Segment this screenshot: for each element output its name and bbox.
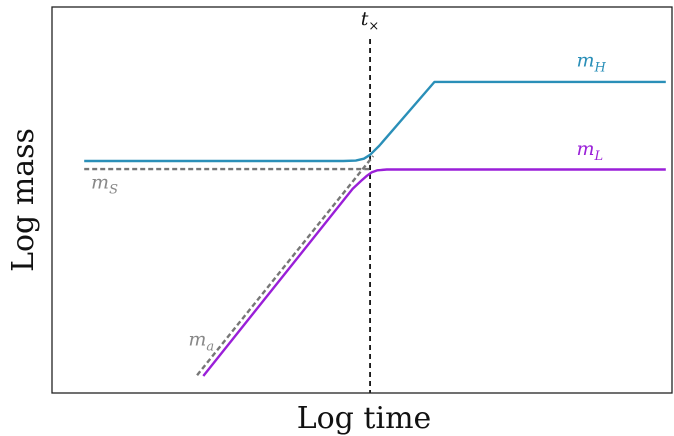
series-line-m-h xyxy=(84,80,666,163)
annotation-subscript: L xyxy=(594,149,604,164)
annotation-base: m xyxy=(91,171,109,193)
y-axis-label: Log mass xyxy=(6,128,41,272)
annotation-subscript: H xyxy=(594,60,607,75)
annotation-base: t xyxy=(361,8,369,30)
annotation-base: m xyxy=(188,329,206,351)
annotation-label-m-l: mL xyxy=(577,138,604,164)
annotation-label-m-h: mH xyxy=(577,49,607,75)
annotation-subscript: × xyxy=(368,19,379,34)
series-line-m-l xyxy=(202,168,666,377)
annotation-label-m-a: ma xyxy=(188,329,214,355)
annotation-label-m-s: mS xyxy=(91,171,118,197)
axes-frame xyxy=(51,6,673,394)
x-axis-label: Log time xyxy=(297,401,432,436)
annotation-subscript: S xyxy=(109,182,118,197)
annotation-subscript: a xyxy=(206,340,214,355)
annotation-label-t: t× xyxy=(361,8,380,34)
annotation-base: m xyxy=(577,138,595,160)
series-line-m-a xyxy=(196,155,375,376)
annotation-base: m xyxy=(577,49,595,71)
